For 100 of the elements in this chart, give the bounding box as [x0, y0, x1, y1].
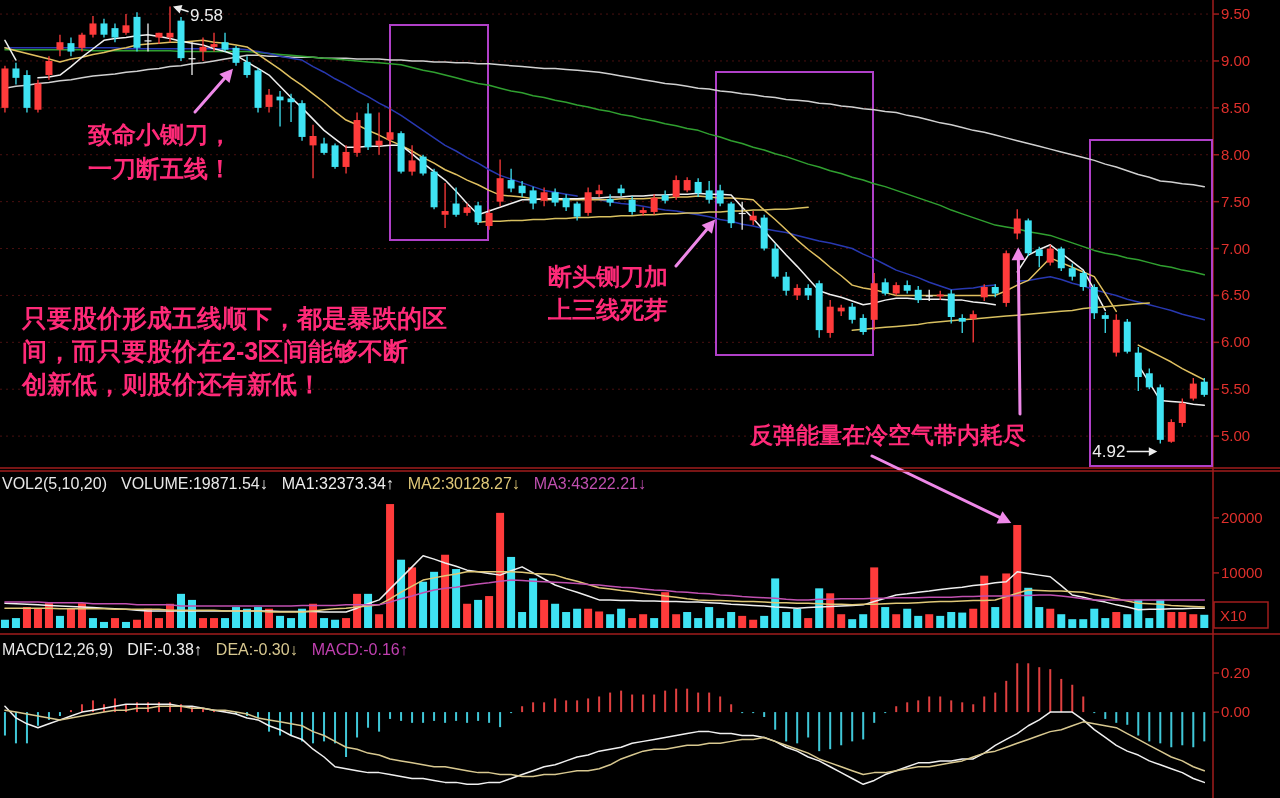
- bar: [345, 712, 348, 757]
- bar: [1090, 608, 1099, 628]
- bar: [1200, 614, 1209, 628]
- bar: [565, 700, 568, 713]
- line-series: [851, 302, 1151, 331]
- bar: [1068, 619, 1077, 628]
- bar: [463, 603, 472, 628]
- bar: [99, 621, 108, 628]
- y-tick-label: 6.00: [1221, 333, 1251, 351]
- bar: [793, 608, 802, 628]
- bar: [1016, 663, 1019, 713]
- annotation: 4.92: [1092, 441, 1126, 461]
- bar: [1167, 612, 1176, 628]
- bar: [11, 618, 20, 628]
- bar: [829, 712, 832, 750]
- candlestick: [1200, 377, 1208, 398]
- candlestick: [287, 93, 295, 123]
- annotation: 只要股价形成五线顺下，都是暴跌的区间，而只要股价在2-3区间能够不断创新低，则股价还有新低！: [22, 304, 447, 398]
- bar: [716, 618, 725, 628]
- bar: [609, 692, 612, 713]
- bar: [378, 712, 381, 732]
- bar: [3, 712, 6, 736]
- bar: [705, 607, 714, 628]
- bar: [969, 608, 978, 628]
- bar: [499, 712, 502, 728]
- bar: [287, 618, 296, 628]
- candlestick: [1046, 244, 1054, 267]
- annotation: VOLUME:19871.54↓: [120, 475, 268, 492]
- candlestick: [507, 168, 515, 193]
- annotation: 反弹能量在冷空气带内耗尽: [749, 422, 1027, 448]
- candlestick: [331, 142, 339, 170]
- chart-title: VOL2(5,10,20): [2, 475, 107, 492]
- candlestick: [1145, 367, 1153, 390]
- candlestick: [221, 32, 229, 53]
- bar: [738, 615, 747, 628]
- annotation: 反弹能量在冷空气带内耗尽: [750, 247, 1026, 524]
- bar: [540, 599, 549, 628]
- bar: [0, 619, 9, 628]
- bar: [672, 614, 681, 628]
- bar: [576, 700, 579, 713]
- bar: [400, 712, 403, 721]
- bar: [334, 712, 337, 744]
- bar: [1049, 669, 1052, 713]
- bar: [430, 571, 439, 628]
- annotation: 致命小铡刀，一刀断五线！: [87, 121, 232, 182]
- bar: [1079, 619, 1088, 628]
- bar: [991, 607, 1000, 628]
- bar: [851, 712, 854, 742]
- bar: [950, 700, 953, 713]
- candlestick: [342, 144, 350, 175]
- candlestick: [1178, 397, 1186, 428]
- y-tick-label: 7.00: [1221, 239, 1251, 257]
- candlestick: [727, 200, 735, 229]
- bar: [132, 619, 141, 628]
- bar: [55, 615, 64, 628]
- candlestick: [584, 186, 592, 217]
- annotation: MACD:-0.16↑: [311, 641, 408, 658]
- bar: [661, 592, 670, 628]
- bar: [708, 692, 711, 713]
- bar: [774, 712, 777, 730]
- bar: [686, 688, 689, 713]
- candlestick: [947, 289, 955, 325]
- candlestick: [606, 193, 614, 207]
- y-tick-label: 0.20: [1221, 664, 1251, 682]
- candlestick: [441, 182, 449, 229]
- bar: [939, 696, 942, 713]
- bar: [628, 618, 637, 628]
- candlestick: [705, 180, 713, 205]
- bar: [606, 614, 615, 628]
- bar: [1203, 712, 1206, 742]
- text: DEA:-0.30↓: [215, 641, 298, 658]
- bar: [210, 618, 219, 628]
- bar: [947, 612, 956, 628]
- bar: [221, 618, 230, 628]
- bar: [873, 712, 876, 723]
- bar: [1123, 614, 1132, 628]
- bar: [408, 567, 417, 628]
- y-tick-label: 9.50: [1221, 5, 1251, 23]
- candlestick: [716, 184, 724, 207]
- candlestick: [1057, 246, 1065, 272]
- candlestick: [89, 15, 97, 39]
- candlestick: [672, 174, 680, 201]
- bar: [1181, 712, 1184, 746]
- bar: [88, 618, 97, 628]
- bar: [276, 615, 285, 628]
- bar: [1170, 712, 1173, 748]
- candlestick: [243, 55, 251, 79]
- bar: [452, 569, 461, 628]
- candlestick: [485, 208, 493, 231]
- bar: [441, 554, 450, 628]
- text: DIF:-0.38↑: [127, 641, 202, 658]
- bar: [848, 619, 857, 628]
- bar: [433, 712, 436, 721]
- candlestick: [67, 36, 75, 57]
- candlestick: [694, 177, 702, 198]
- bar: [1035, 607, 1044, 628]
- candlestick: [166, 5, 174, 43]
- y-tick-label: 8.50: [1221, 98, 1251, 116]
- bar: [466, 712, 469, 723]
- bar: [862, 712, 865, 740]
